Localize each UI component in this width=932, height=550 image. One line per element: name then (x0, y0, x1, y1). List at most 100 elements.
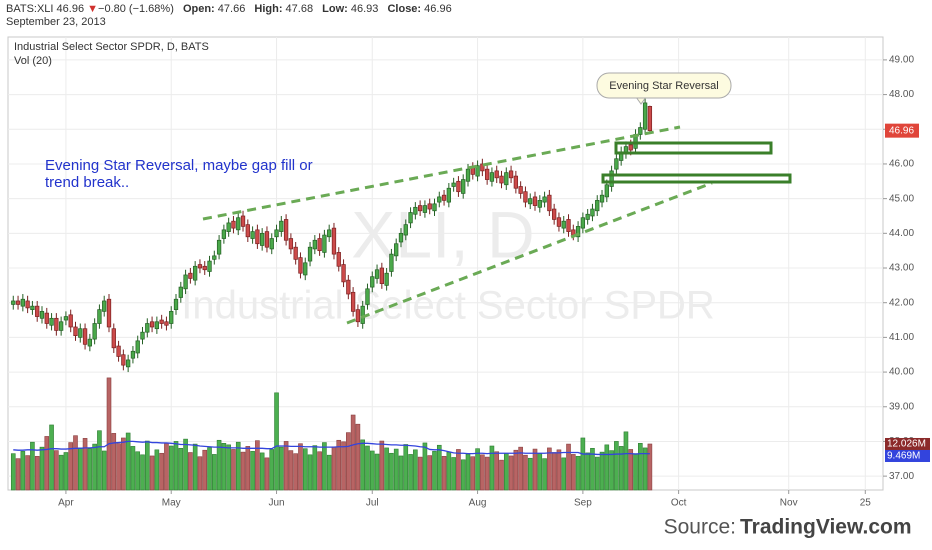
trend-line (202, 125, 681, 221)
volume-bar (54, 450, 59, 491)
volume-bar (480, 454, 485, 491)
candle-body (159, 319, 164, 324)
volume-bar (413, 449, 418, 491)
y-tick-label: 44.00 (889, 228, 914, 239)
volume-bar (360, 439, 365, 491)
watermark-symbol: XLI, D (351, 197, 534, 271)
volume-bar (274, 392, 279, 491)
volume-bar (58, 454, 64, 491)
candle-body (25, 300, 30, 309)
volume-bar (561, 457, 567, 491)
volume-bar (417, 456, 423, 491)
candle-body (398, 232, 404, 243)
candle-body (456, 180, 461, 193)
candle-body (427, 203, 432, 210)
volume-bar (197, 456, 203, 491)
candle-body (336, 252, 341, 267)
x-tick-label: Aug (469, 498, 487, 509)
volume-bar (240, 451, 246, 491)
volume-bar (202, 449, 208, 491)
volume-bar (384, 447, 389, 491)
candle-body (537, 200, 542, 208)
last-price: 46.96 (57, 3, 85, 15)
candle-body (504, 172, 509, 186)
candle-body (365, 288, 370, 305)
volume-bar (226, 444, 231, 491)
volume-bar (25, 455, 30, 491)
candle-body (87, 338, 93, 347)
volume-bar (302, 448, 308, 491)
volume-bar (446, 451, 452, 491)
candle-body (135, 340, 140, 354)
volume-bar (527, 457, 533, 491)
candle-body (465, 168, 471, 182)
volume-bar (39, 446, 45, 491)
volume-bar (192, 443, 198, 491)
volume-bar (231, 449, 236, 491)
candle-body (609, 170, 614, 187)
candle-body (422, 205, 428, 213)
volume-bar (341, 441, 346, 491)
candle-body (207, 260, 212, 272)
volume-bar (235, 441, 241, 491)
volume-bar (68, 442, 74, 491)
volume-bar (436, 444, 442, 491)
volume-bar (594, 456, 600, 491)
candle-body (116, 345, 121, 357)
volume-bar (422, 442, 428, 491)
volume-bar (508, 455, 514, 491)
candle-body (140, 331, 145, 340)
candle-body (54, 317, 59, 331)
candle-body (78, 328, 83, 338)
candle-body (441, 194, 447, 201)
low-label: Low: (322, 3, 348, 15)
candle-body (647, 106, 653, 132)
volume-ma-box (885, 449, 930, 462)
candle-body (642, 102, 648, 130)
candle-body (547, 194, 552, 212)
candle-body (475, 165, 480, 177)
volume-bar (642, 447, 648, 491)
volume-bar (398, 455, 404, 491)
volume-bar (154, 449, 160, 491)
volume-bar (580, 437, 586, 491)
plot-frame (7, 36, 884, 491)
y-tick-label: 40.00 (889, 367, 914, 378)
candle-body (73, 326, 78, 336)
x-tick-label: Sep (574, 498, 592, 509)
y-tick-label: 42.00 (889, 297, 914, 308)
volume-bar (451, 457, 456, 491)
candle-body (35, 305, 40, 317)
volume-bar (293, 453, 298, 491)
volume-bar (566, 443, 571, 491)
candle-body (556, 217, 562, 227)
volume-bar (590, 447, 595, 491)
candle-body (15, 300, 21, 305)
volume-bar (389, 452, 394, 491)
volume-bar (279, 446, 284, 491)
candle-body (446, 187, 452, 203)
volume-bar (173, 441, 179, 491)
candle-body (327, 229, 332, 238)
volume-bar (168, 445, 174, 491)
volume-bar (403, 444, 409, 491)
volume-bar (101, 450, 107, 491)
candle-body (145, 323, 150, 333)
volume-bar (365, 445, 370, 491)
candle-body (542, 196, 547, 203)
volume-bar (288, 450, 294, 491)
volume-bar (77, 447, 83, 491)
symbol: BATS:XLI (6, 3, 53, 15)
candle-body (346, 279, 351, 295)
candle-body (39, 311, 45, 319)
candle-body (106, 298, 112, 328)
watermark-name: Industrial Select Sector SPDR (181, 284, 715, 328)
candle-body (188, 272, 193, 279)
candle-body (283, 219, 289, 241)
candle-body (312, 239, 317, 250)
candle-body (58, 321, 64, 331)
volume-value-box (885, 437, 930, 450)
y-tick-label: 41.00 (889, 332, 914, 343)
volume-bar (618, 446, 624, 491)
